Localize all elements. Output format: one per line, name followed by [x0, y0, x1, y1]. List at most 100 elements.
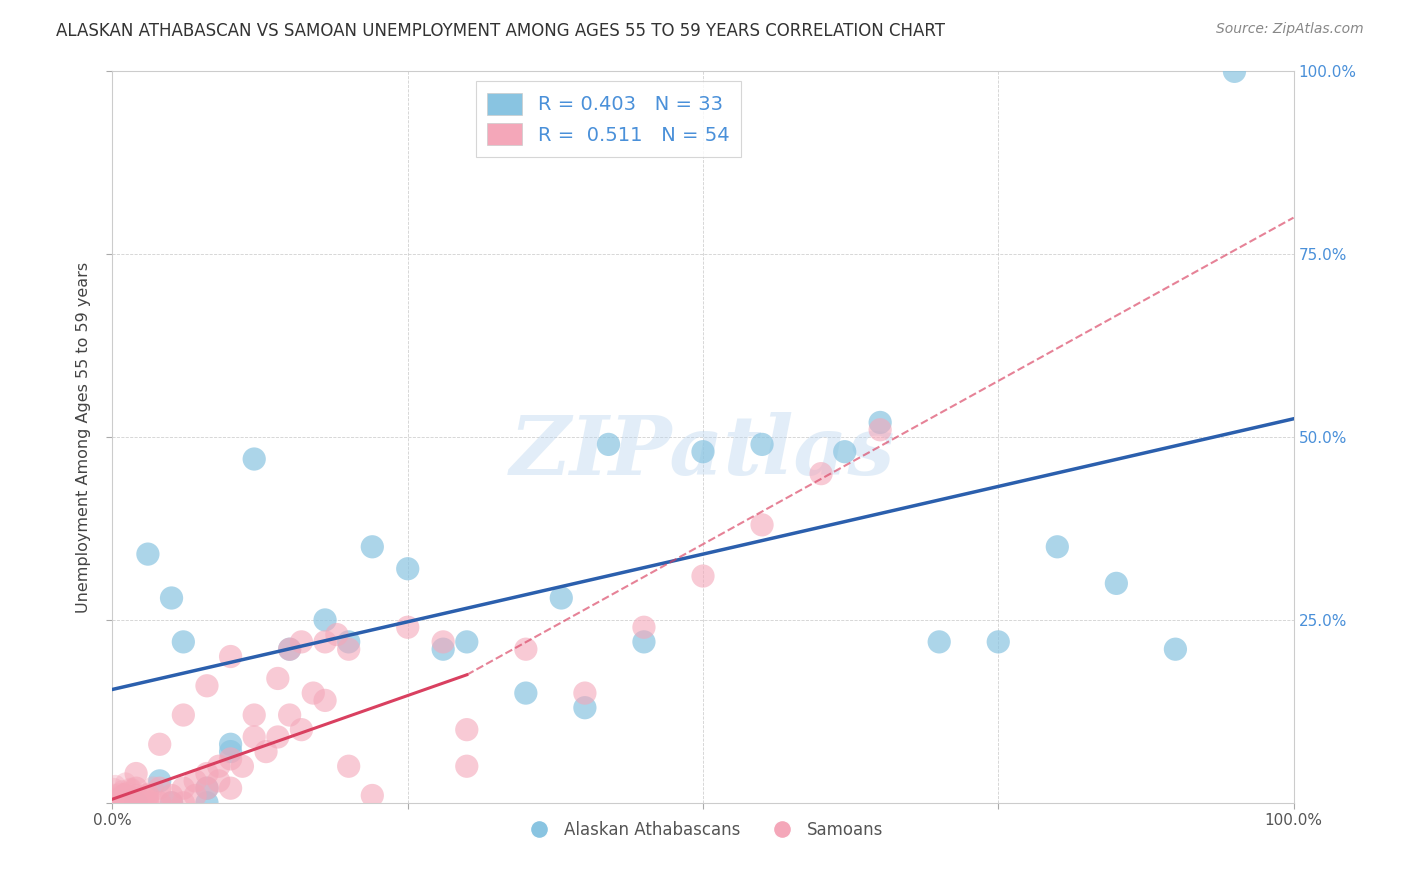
Point — [314, 635, 336, 649]
Point — [125, 789, 148, 803]
Point — [117, 793, 139, 807]
Point — [112, 789, 135, 804]
Point — [101, 796, 124, 810]
Point — [112, 789, 135, 803]
Point — [149, 773, 172, 788]
Point — [111, 790, 134, 805]
Point — [751, 517, 773, 532]
Point — [103, 781, 125, 796]
Point — [149, 781, 172, 796]
Point — [122, 791, 145, 805]
Point — [160, 796, 183, 810]
Point — [136, 789, 159, 803]
Point — [128, 790, 150, 805]
Point — [160, 789, 183, 803]
Point — [128, 794, 150, 808]
Point — [110, 794, 132, 808]
Point — [172, 708, 194, 723]
Point — [1046, 540, 1069, 554]
Text: ZIPatlas: ZIPatlas — [510, 412, 896, 491]
Point — [172, 781, 194, 796]
Point — [121, 789, 143, 803]
Point — [160, 796, 183, 810]
Point — [219, 649, 242, 664]
Point — [231, 759, 253, 773]
Point — [115, 785, 138, 799]
Point — [598, 437, 620, 451]
Point — [110, 793, 132, 807]
Point — [278, 642, 301, 657]
Point — [219, 781, 242, 796]
Point — [104, 794, 127, 808]
Point — [314, 613, 336, 627]
Point — [302, 686, 325, 700]
Point — [834, 444, 856, 458]
Point — [278, 642, 301, 657]
Point — [114, 788, 136, 802]
Point — [107, 790, 129, 805]
Point — [112, 796, 135, 810]
Point — [172, 635, 194, 649]
Point — [337, 635, 360, 649]
Point — [138, 793, 160, 807]
Point — [574, 700, 596, 714]
Point — [208, 773, 231, 788]
Point — [243, 730, 266, 744]
Point — [128, 794, 150, 808]
Point — [120, 794, 142, 808]
Point — [633, 635, 655, 649]
Point — [361, 540, 384, 554]
Point — [195, 781, 218, 796]
Legend: Alaskan Athabascans, Samoans: Alaskan Athabascans, Samoans — [516, 814, 890, 846]
Point — [136, 796, 159, 810]
Point — [195, 766, 218, 780]
Point — [208, 759, 231, 773]
Point — [107, 793, 129, 807]
Point — [432, 635, 454, 649]
Point — [267, 730, 290, 744]
Point — [633, 620, 655, 634]
Point — [172, 796, 194, 810]
Point — [114, 775, 136, 789]
Point — [160, 591, 183, 605]
Point — [869, 416, 891, 430]
Point — [195, 679, 218, 693]
Point — [456, 759, 478, 773]
Point — [515, 642, 537, 657]
Point — [184, 773, 207, 788]
Point — [115, 789, 138, 803]
Point — [278, 708, 301, 723]
Point — [751, 437, 773, 451]
Point — [108, 787, 131, 801]
Point — [112, 791, 135, 805]
Point — [104, 778, 127, 792]
Point — [928, 635, 950, 649]
Point — [112, 795, 135, 809]
Point — [692, 444, 714, 458]
Point — [337, 759, 360, 773]
Point — [290, 635, 312, 649]
Point — [111, 783, 134, 797]
Point — [987, 635, 1010, 649]
Point — [110, 793, 132, 807]
Point — [120, 791, 142, 805]
Point — [810, 467, 832, 481]
Point — [219, 752, 242, 766]
Point — [136, 795, 159, 809]
Point — [142, 780, 165, 794]
Point — [1164, 642, 1187, 657]
Point — [337, 642, 360, 657]
Point — [314, 693, 336, 707]
Y-axis label: Unemployment Among Ages 55 to 59 years: Unemployment Among Ages 55 to 59 years — [76, 261, 91, 613]
Point — [396, 620, 419, 634]
Point — [267, 672, 290, 686]
Text: ALASKAN ATHABASCAN VS SAMOAN UNEMPLOYMENT AMONG AGES 55 TO 59 YEARS CORRELATION : ALASKAN ATHABASCAN VS SAMOAN UNEMPLOYMEN… — [56, 22, 945, 40]
Point — [110, 790, 132, 805]
Point — [574, 686, 596, 700]
Point — [107, 793, 129, 807]
Point — [326, 627, 349, 641]
Point — [1223, 64, 1246, 78]
Point — [243, 452, 266, 467]
Point — [456, 635, 478, 649]
Point — [456, 723, 478, 737]
